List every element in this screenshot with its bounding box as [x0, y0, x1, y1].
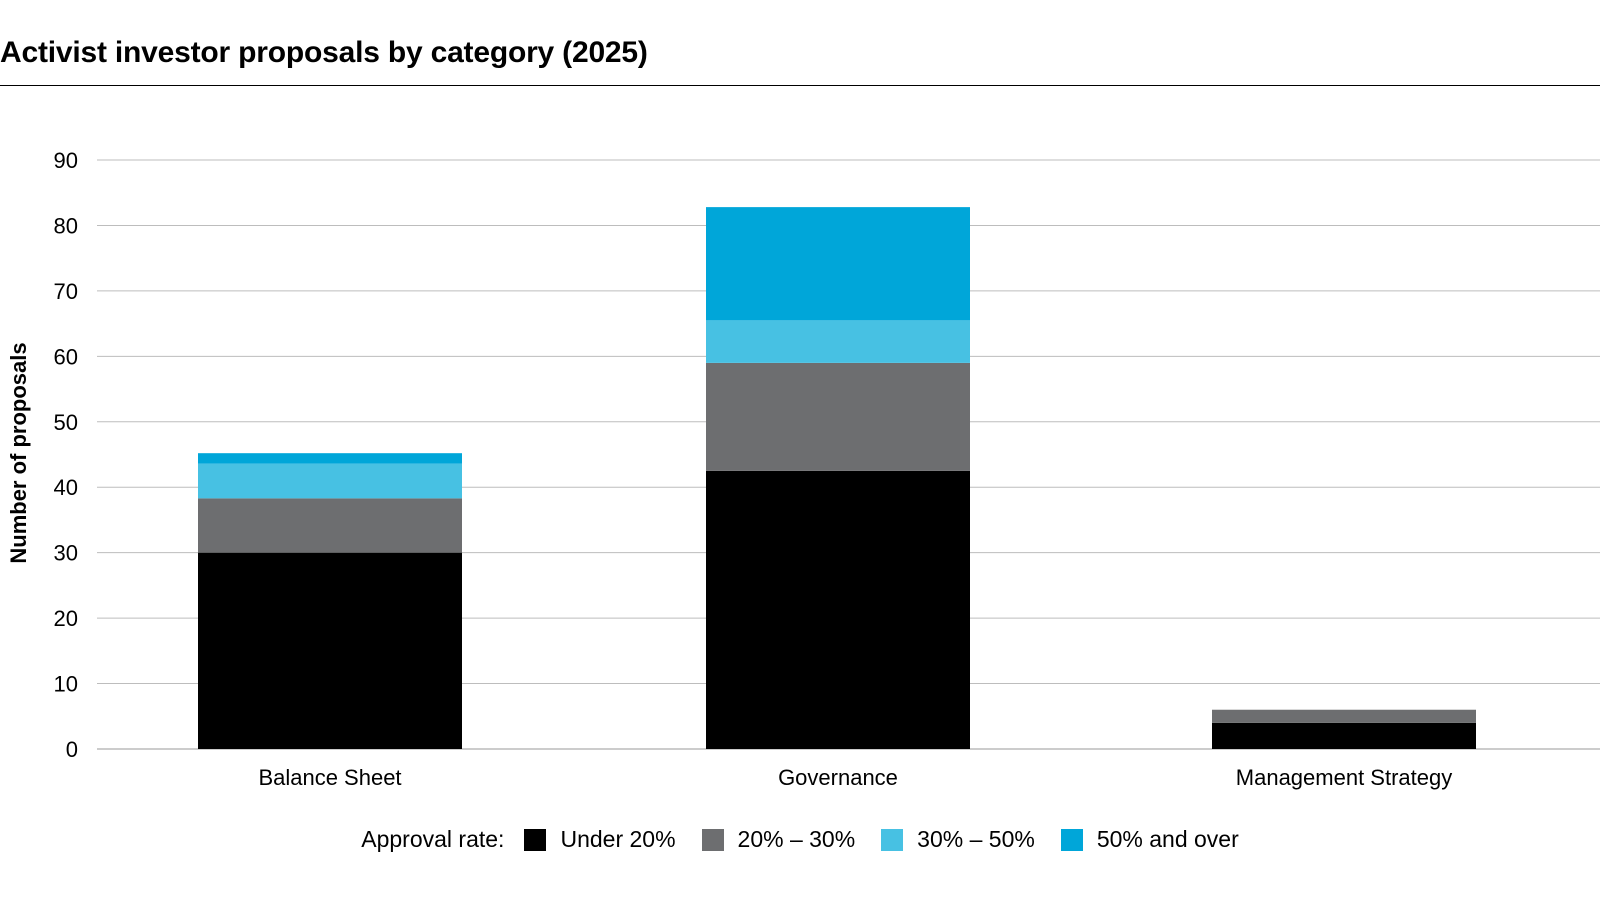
bar-segment-balance-sheet-series-1 — [198, 498, 462, 553]
x-tick-label-management-strategy: Management Strategy — [1236, 765, 1452, 790]
legend-item-under-20: Under 20% — [524, 826, 676, 853]
bar-segment-balance-sheet-series-3 — [198, 453, 462, 464]
legend-swatch-under-20 — [524, 828, 547, 851]
y-tick-label-90: 90 — [54, 148, 78, 173]
title-divider — [0, 85, 1600, 86]
y-tick-label-30: 30 — [54, 541, 78, 566]
y-tick-label-70: 70 — [54, 279, 78, 304]
y-axis-ticks: 0 10 20 30 40 50 60 70 80 90 — [54, 148, 78, 762]
x-tick-label-balance-sheet: Balance Sheet — [258, 765, 401, 790]
legend-swatch-30-50 — [881, 828, 904, 851]
bar-segment-governance-series-2 — [706, 320, 970, 363]
y-tick-label-40: 40 — [54, 475, 78, 500]
legend-label-30-50: 30% – 50% — [917, 826, 1035, 852]
legend: Approval rate: Under 20% 20% – 30% 30% –… — [0, 826, 1600, 853]
y-tick-label-80: 80 — [54, 213, 78, 238]
stacked-bar-chart: 0 10 20 30 40 50 60 70 80 90 Balance Sheet Governa… — [6, 148, 1600, 790]
y-tick-label-60: 60 — [54, 344, 78, 369]
bar-segment-management-strategy-series-1 — [1212, 709, 1476, 723]
legend-swatch-20-30 — [701, 828, 724, 851]
y-tick-label-10: 10 — [54, 672, 78, 697]
legend-label-50-over: 50% and over — [1096, 826, 1239, 852]
y-tick-label-50: 50 — [54, 410, 78, 435]
bar-segment-balance-sheet-series-2 — [198, 463, 462, 499]
chart-title: Activist investor proposals by category … — [0, 36, 648, 69]
legend-label-under-20: Under 20% — [560, 826, 676, 852]
x-tick-label-governance: Governance — [778, 765, 898, 790]
bar-segment-governance-series-1 — [706, 362, 970, 471]
legend-item-50-over: 50% and over — [1060, 826, 1239, 853]
legend-prefix: Approval rate: — [361, 826, 505, 852]
bar-segment-governance-series-3 — [706, 207, 970, 321]
bar-segment-governance-series-0 — [706, 470, 970, 749]
y-tick-label-0: 0 — [66, 737, 78, 762]
y-tick-label-20: 20 — [54, 606, 78, 631]
legend-item-30-50: 30% – 50% — [881, 826, 1035, 853]
legend-swatch-50-over — [1060, 828, 1083, 851]
bar-segment-management-strategy-series-0 — [1212, 722, 1476, 749]
bars — [198, 207, 1476, 749]
legend-item-20-30: 20% – 30% — [701, 826, 856, 853]
x-axis-ticks: Balance Sheet Governance Management Strate… — [258, 765, 1452, 790]
y-axis-label: Number of proposals — [6, 342, 31, 563]
bar-segment-balance-sheet-series-0 — [198, 552, 462, 749]
legend-label-20-30: 20% – 30% — [737, 826, 856, 852]
